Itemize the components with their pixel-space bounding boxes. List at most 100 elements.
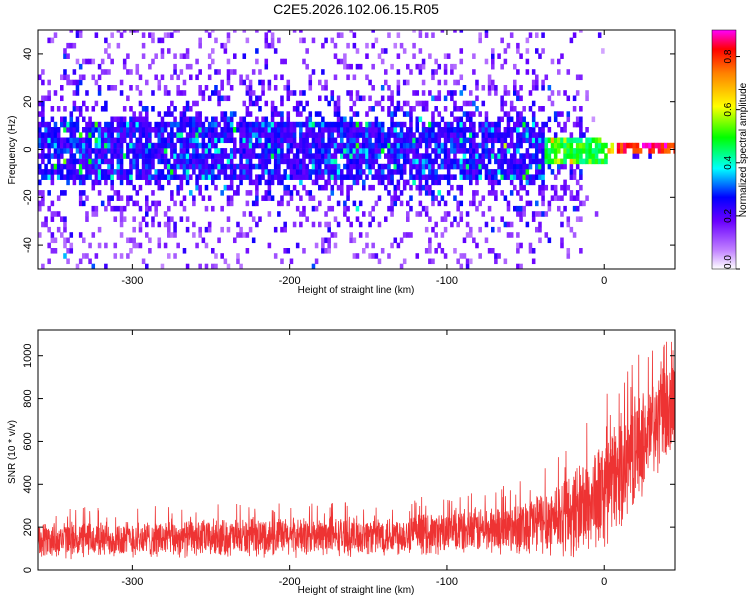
spectrogram-cell (229, 200, 234, 207)
spectrogram-cell (402, 111, 407, 117)
spectrogram-cell (484, 127, 489, 133)
spectrogram-cell (270, 127, 275, 133)
spectrogram-cell (431, 190, 435, 196)
spectrogram-cell (535, 132, 539, 138)
spectrogram-cell (107, 42, 111, 49)
spectrogram-cell (491, 132, 495, 138)
spectrogram-cell (182, 90, 187, 96)
spectrogram-cell (443, 63, 448, 70)
spectrogram-cell (333, 242, 338, 249)
spectrogram-cell (201, 237, 206, 244)
spectrogram-cell (151, 90, 155, 96)
spectrogram-cell (302, 158, 306, 165)
spectrogram-cell (314, 174, 319, 180)
spectrogram-cell (167, 179, 171, 186)
spectrogram-cell (575, 205, 580, 212)
spectrogram-cell (129, 106, 133, 112)
spectrogram-cell (145, 200, 149, 207)
spectrogram-cell (509, 153, 514, 159)
spectrogram-cell (450, 158, 454, 165)
spectrogram-cell (409, 158, 413, 165)
spectrogram-cell (157, 127, 162, 133)
spectrogram-cell (94, 100, 99, 107)
spectrogram-cell (434, 148, 438, 154)
spectrogram-cell (346, 205, 350, 212)
spectrogram-cell (141, 116, 146, 123)
spectrogram-cell (428, 132, 432, 138)
spectrogram-cell (465, 100, 470, 107)
spectrogram-cell (91, 132, 96, 138)
spectrogram-cell (138, 100, 143, 107)
spectrogram-cell (94, 179, 99, 186)
spectrogram-cell (138, 242, 143, 249)
spectrogram-cell (528, 90, 533, 96)
spectrogram-cell (233, 174, 237, 180)
spectrogram-cell (157, 111, 162, 117)
spectrogram-cell (264, 190, 269, 196)
spectrogram-cell (176, 190, 180, 196)
spectrogram-cell (229, 116, 234, 123)
spectrogram-cell (421, 158, 426, 165)
spectrogram-cell (506, 132, 511, 138)
spectrogram-cell (390, 153, 394, 159)
spectrogram-cell (415, 63, 420, 70)
spectrogram-cell (47, 158, 51, 165)
spectrogram-cell (94, 127, 99, 133)
spectrogram-cell (173, 142, 177, 149)
spectrogram-cell (443, 174, 448, 180)
spectrogram-cell (396, 179, 401, 186)
spectrogram-cell (220, 148, 224, 154)
spectrogram-cell (63, 127, 67, 133)
spectrogram-cell (116, 195, 121, 201)
spectrogram-cell (500, 169, 504, 175)
spectrogram-cell (491, 127, 495, 133)
spectrogram-cell (223, 111, 228, 117)
spectrogram-cell (110, 32, 114, 38)
spectrogram-cell (280, 58, 284, 65)
spectrogram-cell (597, 32, 602, 38)
spectrogram-cell (72, 158, 77, 165)
spectrogram-cell (185, 174, 190, 180)
spectrogram-cell (91, 106, 96, 112)
spectrogram-cell (280, 95, 284, 102)
spectrogram-cell (516, 95, 520, 102)
spectrogram-cell (63, 142, 67, 149)
spectrogram-cell (333, 158, 338, 165)
spectrogram-cell (321, 69, 325, 75)
page-title: C2E5.2026.102.06.15.R05 (273, 1, 439, 17)
spectrogram-cell (78, 148, 83, 154)
spectrogram-cell (535, 148, 539, 154)
spectrogram-cell (538, 211, 542, 217)
spectrogram-cell (211, 205, 215, 212)
spectrogram-cell (255, 153, 259, 159)
spectrogram-cell (462, 148, 467, 154)
spectrogram-cell (409, 148, 413, 154)
spectrogram-cell (516, 248, 520, 254)
spectrogram-cell (226, 132, 231, 138)
spectrogram-cell (229, 148, 234, 154)
spectrogram-cell (387, 85, 391, 91)
spectrogram-cell (346, 174, 350, 180)
spectrogram-cell (531, 79, 536, 86)
spectrogram-cell (437, 127, 442, 133)
spectrogram-cell (69, 137, 74, 144)
spectrogram-cell (406, 127, 410, 133)
spectrogram-cell (509, 32, 514, 38)
spectrogram-cell (368, 211, 372, 217)
spectrogram-cell (497, 127, 501, 133)
spectrogram-cell (295, 148, 300, 154)
spectrogram-cell (424, 106, 429, 112)
spectrogram-cell (217, 90, 221, 96)
spectrogram-cell (497, 226, 501, 233)
spectrogram-cell (179, 142, 184, 149)
spectrogram-cell (261, 195, 265, 201)
spectrogram-cell (569, 169, 574, 175)
spectrogram-cell (528, 32, 533, 38)
spectrogram-cell (509, 190, 514, 196)
spectrogram-cell (129, 30, 133, 33)
spectrogram-cell (255, 174, 259, 180)
spectrogram-cell (440, 174, 445, 180)
spectrogram-cell (195, 132, 199, 138)
spectrogram-cell (418, 137, 423, 144)
spectrogram-cell (434, 153, 438, 159)
